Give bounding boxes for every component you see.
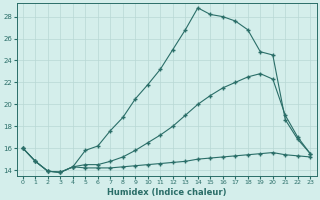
- X-axis label: Humidex (Indice chaleur): Humidex (Indice chaleur): [107, 188, 226, 197]
